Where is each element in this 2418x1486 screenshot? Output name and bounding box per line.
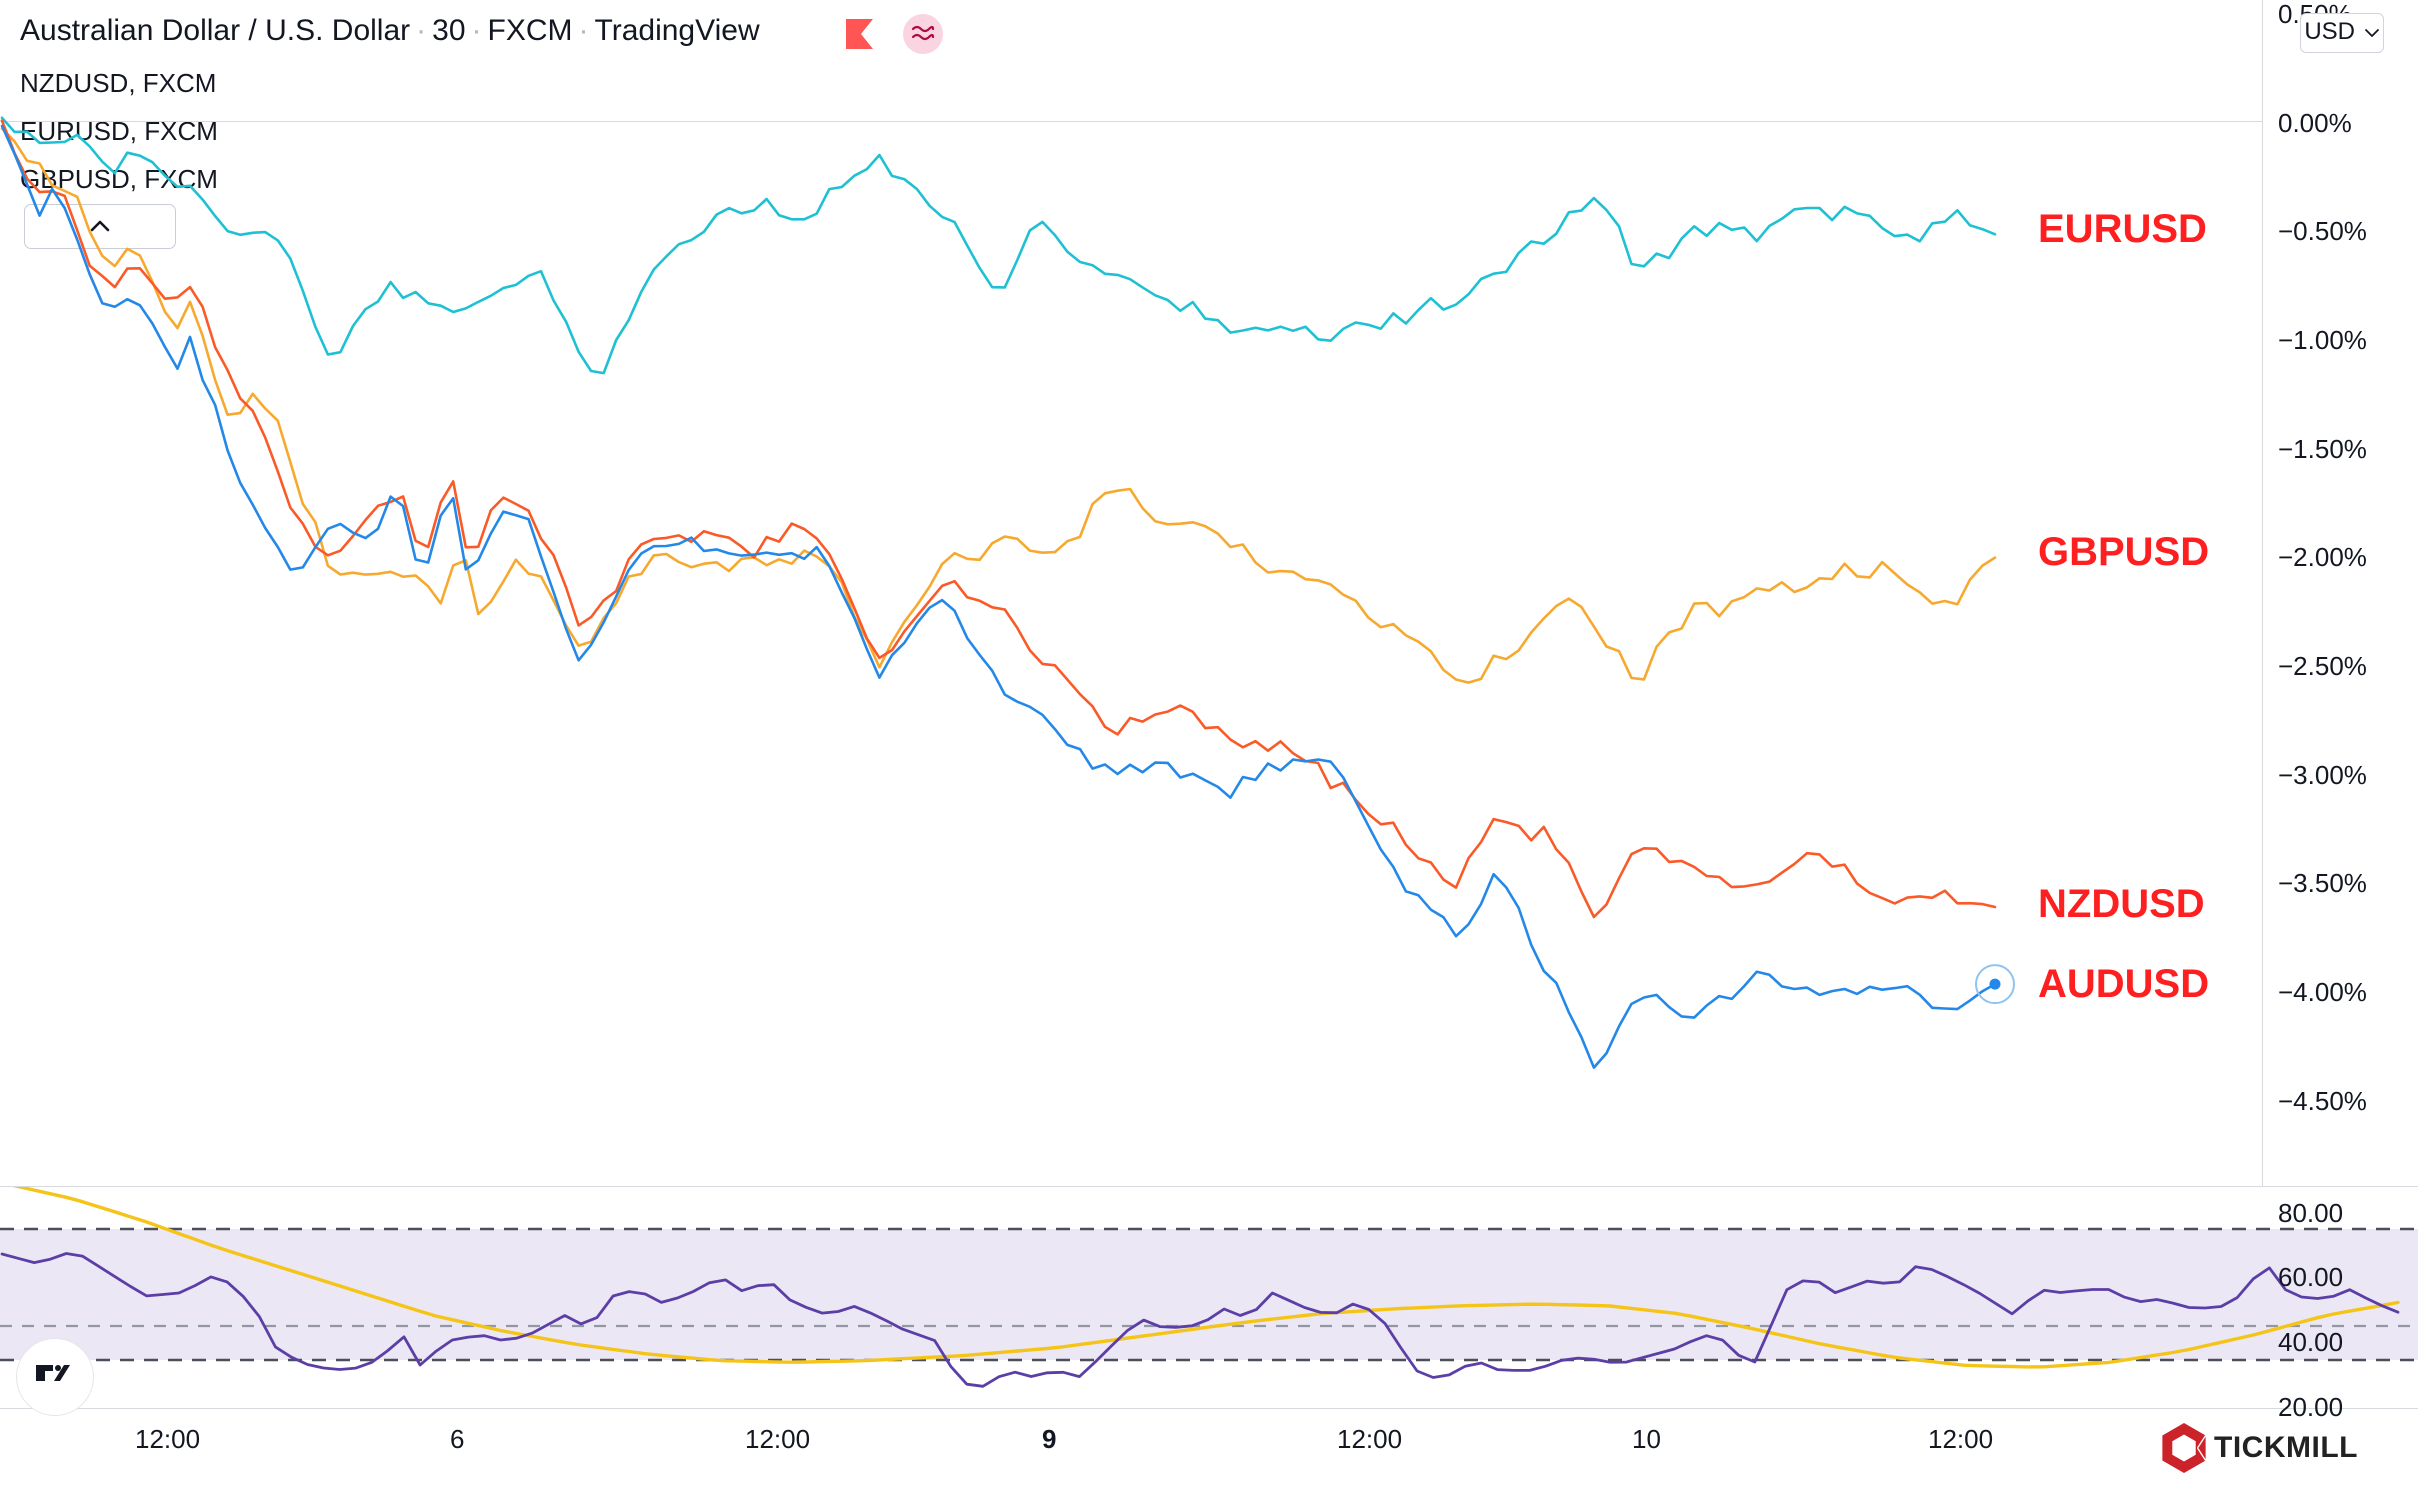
svg-text:TICKMILL: TICKMILL — [2214, 1431, 2358, 1464]
